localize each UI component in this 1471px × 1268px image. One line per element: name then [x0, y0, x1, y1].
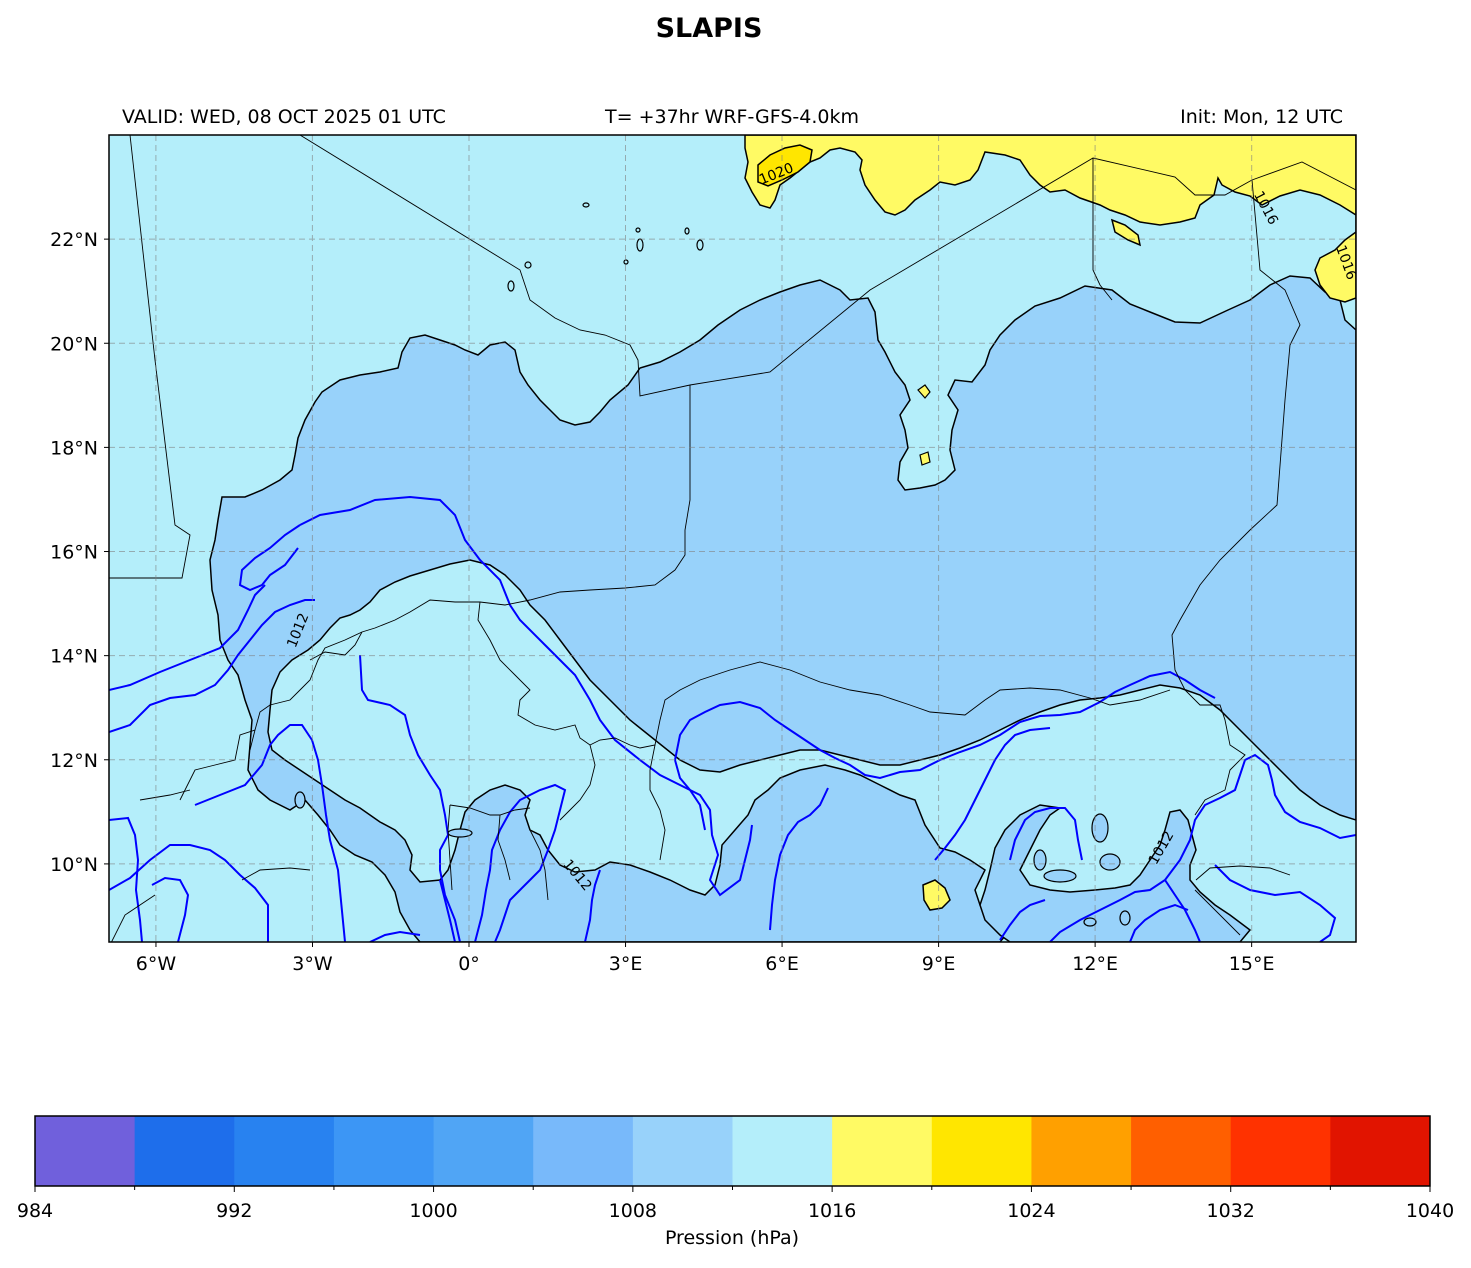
colorbar-tick-label: 992 [216, 1200, 252, 1222]
low-pressure-islets [294, 791, 1131, 927]
colorbar-swatch [433, 1116, 534, 1186]
lon-tick-label: 3°W [292, 953, 333, 975]
longitude-axis: 6°W 3°W 0° 3°E 6°E 9°E 12°E 15°E [136, 942, 1275, 975]
colorbar-swatch [533, 1116, 634, 1186]
colorbar-swatch [632, 1116, 733, 1186]
pressure-band-1008-1012 [209, 275, 1356, 942]
colorbar-tick-label: 984 [17, 1200, 53, 1222]
colorbar-tick-label: 1040 [1406, 1200, 1454, 1222]
colorbar-swatch [234, 1116, 335, 1186]
colorbar-ticks: 984 992 1000 1008 1016 1024 1032 1040 [17, 1186, 1454, 1222]
colorbar-swatch [333, 1116, 435, 1186]
colorbar-tick-label: 1000 [409, 1200, 457, 1222]
colorbar-swatch [134, 1116, 235, 1186]
lon-tick-label: 12°E [1072, 953, 1118, 975]
map-gridlines [109, 135, 1356, 942]
high-pressure-islet-3 [917, 384, 931, 399]
colorbar-label: Pression (hPa) [665, 1227, 799, 1249]
colorbar-tick-label: 1016 [808, 1200, 856, 1222]
lon-tick-label: 15°E [1229, 953, 1275, 975]
lat-tick-label: 18°N [50, 437, 98, 459]
colorbar-tick-label: 1032 [1207, 1200, 1255, 1222]
colorbar-tick-label: 1024 [1007, 1200, 1055, 1222]
run-info: T= +37hr WRF-GFS-4.0km [604, 106, 859, 128]
lon-tick-label: 9°E [922, 953, 956, 975]
colorbar-tick-label: 1008 [609, 1200, 657, 1222]
colorbar-swatch [832, 1116, 933, 1186]
colorbar-swatch [1230, 1116, 1331, 1186]
lon-tick-label: 0° [458, 953, 480, 975]
lat-tick-label: 16°N [50, 542, 98, 564]
colorbar-swatch [35, 1116, 136, 1186]
lon-tick-label: 6°E [765, 953, 799, 975]
init-time: Init: Mon, 12 UTC [1180, 106, 1343, 128]
lon-tick-label: 3°E [609, 953, 643, 975]
lat-tick-label: 14°N [50, 646, 98, 668]
lat-tick-label: 20°N [50, 333, 98, 355]
colorbar-swatch [732, 1116, 833, 1186]
latitude-axis: 22°N 20°N 18°N 16°N 14°N 12°N 10°N [50, 229, 109, 876]
high-pressure-islet-1 [922, 879, 951, 911]
light-islets [507, 202, 704, 292]
pressure-map: 1020 1016 1012 1012 1012 1016 [108, 134, 1357, 943]
figure-title: SLAPIS [656, 13, 763, 44]
colorbar-swatch [1330, 1116, 1431, 1186]
colorbar-swatch [1031, 1116, 1132, 1186]
pressure-band-1020-1024 [757, 144, 813, 187]
valid-time: VALID: WED, 08 OCT 2025 01 UTC [122, 106, 446, 128]
lat-tick-label: 12°N [50, 750, 98, 772]
lat-tick-label: 22°N [50, 229, 98, 251]
lat-tick-label: 10°N [50, 854, 98, 876]
colorbar-swatch [1131, 1116, 1232, 1186]
lon-tick-label: 6°W [136, 953, 177, 975]
colorbar-swatch [931, 1116, 1032, 1186]
colorbar [35, 1116, 1431, 1186]
high-pressure-islet-4 [919, 451, 931, 466]
map-frame [108, 134, 1357, 943]
isobar-lines [109, 495, 1356, 942]
